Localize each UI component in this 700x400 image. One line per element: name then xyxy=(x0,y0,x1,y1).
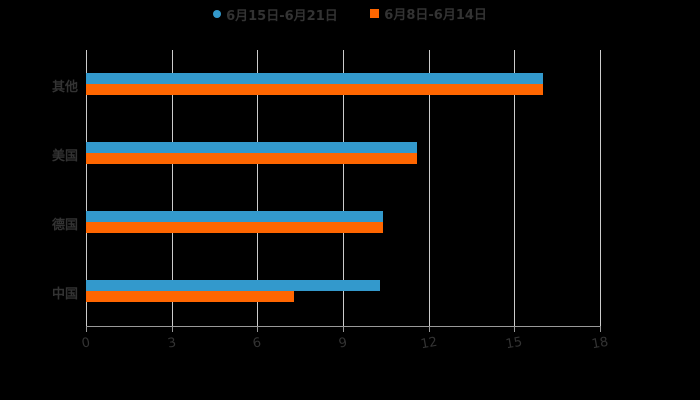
category-label: 美国 xyxy=(51,149,78,164)
x-tick-label: 15 xyxy=(504,334,524,353)
gridline xyxy=(600,50,601,326)
bar[interactable] xyxy=(86,84,543,95)
bar[interactable] xyxy=(86,73,543,84)
circle-icon xyxy=(213,10,222,18)
x-tick xyxy=(171,326,173,332)
bar[interactable] xyxy=(86,142,418,153)
x-tick xyxy=(514,326,516,332)
gridline xyxy=(86,50,87,326)
x-axis xyxy=(86,326,600,327)
legend-label: 6月15日-6月21日 xyxy=(226,8,338,24)
gridline xyxy=(171,50,173,326)
bar[interactable] xyxy=(86,291,295,302)
square-icon xyxy=(370,9,380,18)
legend-item-week2[interactable]: 6月15日-6月21日 xyxy=(213,5,338,24)
bar[interactable] xyxy=(86,153,418,164)
gridline xyxy=(428,50,430,326)
gridline xyxy=(257,50,259,326)
x-tick xyxy=(257,326,259,332)
x-tick-label: 3 xyxy=(166,335,178,352)
bar[interactable] xyxy=(86,211,383,222)
category-label: 德国 xyxy=(51,218,78,233)
x-tick-label: 18 xyxy=(590,334,610,353)
legend-label: 6月8日-6月14日 xyxy=(384,8,487,23)
legend-item-week1[interactable]: 6月8日-6月14日 xyxy=(370,4,487,23)
x-tick-label: 9 xyxy=(337,335,349,352)
category-label: 其他 xyxy=(51,80,78,95)
x-tick-label: 12 xyxy=(419,334,439,353)
x-tick-label: 6 xyxy=(251,335,263,352)
gridline xyxy=(343,50,344,326)
x-tick xyxy=(343,326,344,332)
x-tick xyxy=(600,326,601,332)
legend: 6月15日-6月21日 6月8日-6月14日 xyxy=(0,4,700,24)
gridline xyxy=(514,50,516,326)
x-tick xyxy=(428,326,430,332)
bar[interactable] xyxy=(86,280,381,291)
x-tick xyxy=(86,326,87,332)
category-label: 中国 xyxy=(51,287,78,302)
bar[interactable] xyxy=(86,222,383,233)
x-tick-label: 0 xyxy=(80,335,92,352)
